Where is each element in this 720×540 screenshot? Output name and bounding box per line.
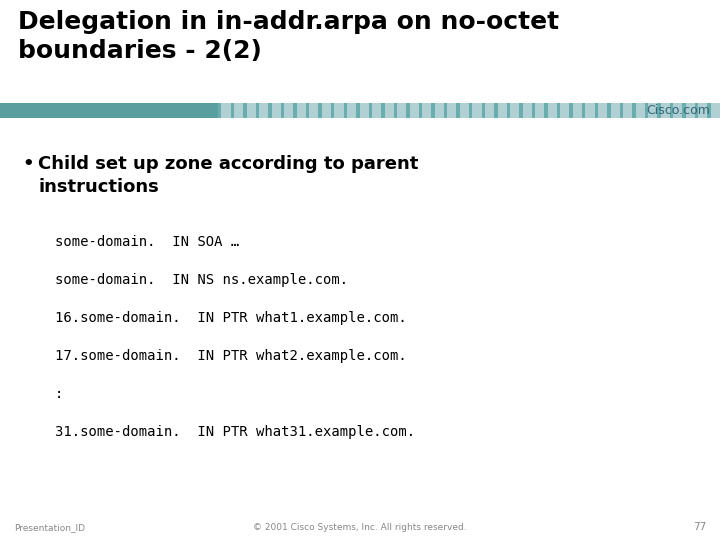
Text: 77: 77 bbox=[693, 522, 706, 532]
Bar bbox=[218, 103, 720, 118]
Text: Child set up zone according to parent
instructions: Child set up zone according to parent in… bbox=[38, 155, 418, 196]
Bar bbox=[620, 103, 623, 118]
Bar bbox=[331, 103, 334, 118]
Bar bbox=[306, 103, 310, 118]
Bar bbox=[644, 103, 648, 118]
Text: •: • bbox=[22, 155, 34, 173]
Bar bbox=[281, 103, 284, 118]
Bar bbox=[293, 103, 297, 118]
Bar bbox=[0, 103, 218, 118]
Bar bbox=[595, 103, 598, 118]
Text: 17.some-domain.  IN PTR what2.example.com.: 17.some-domain. IN PTR what2.example.com… bbox=[55, 349, 407, 363]
Bar bbox=[256, 103, 259, 118]
Bar bbox=[494, 103, 498, 118]
Bar bbox=[243, 103, 246, 118]
Text: some-domain.  IN SOA …: some-domain. IN SOA … bbox=[55, 235, 239, 249]
Bar bbox=[544, 103, 548, 118]
Bar bbox=[431, 103, 435, 118]
Bar bbox=[444, 103, 447, 118]
Bar bbox=[507, 103, 510, 118]
Bar bbox=[343, 103, 347, 118]
Bar bbox=[708, 103, 711, 118]
Text: Cisco.com: Cisco.com bbox=[646, 104, 710, 117]
Text: :: : bbox=[55, 387, 63, 401]
Text: 16.some-domain.  IN PTR what1.example.com.: 16.some-domain. IN PTR what1.example.com… bbox=[55, 311, 407, 325]
Bar bbox=[318, 103, 322, 118]
Bar bbox=[482, 103, 485, 118]
Bar bbox=[394, 103, 397, 118]
Bar bbox=[406, 103, 410, 118]
Text: Delegation in in-addr.arpa on no-octet
boundaries - 2(2): Delegation in in-addr.arpa on no-octet b… bbox=[18, 10, 559, 63]
Bar bbox=[683, 103, 686, 118]
Bar bbox=[268, 103, 271, 118]
Bar bbox=[670, 103, 673, 118]
Bar bbox=[607, 103, 611, 118]
Bar bbox=[570, 103, 573, 118]
Bar bbox=[381, 103, 384, 118]
Text: some-domain.  IN NS ns.example.com.: some-domain. IN NS ns.example.com. bbox=[55, 273, 348, 287]
Bar bbox=[230, 103, 234, 118]
Bar bbox=[519, 103, 523, 118]
Bar bbox=[356, 103, 359, 118]
Bar bbox=[218, 103, 222, 118]
Text: © 2001 Cisco Systems, Inc. All rights reserved.: © 2001 Cisco Systems, Inc. All rights re… bbox=[253, 523, 467, 532]
Bar bbox=[532, 103, 535, 118]
Bar bbox=[469, 103, 472, 118]
Text: 31.some-domain.  IN PTR what31.example.com.: 31.some-domain. IN PTR what31.example.co… bbox=[55, 425, 415, 439]
Bar bbox=[582, 103, 585, 118]
Bar bbox=[695, 103, 698, 118]
Bar bbox=[369, 103, 372, 118]
Bar bbox=[419, 103, 422, 118]
Bar bbox=[557, 103, 560, 118]
Bar bbox=[657, 103, 661, 118]
Text: Presentation_ID: Presentation_ID bbox=[14, 523, 85, 532]
Bar bbox=[456, 103, 460, 118]
Bar bbox=[632, 103, 636, 118]
